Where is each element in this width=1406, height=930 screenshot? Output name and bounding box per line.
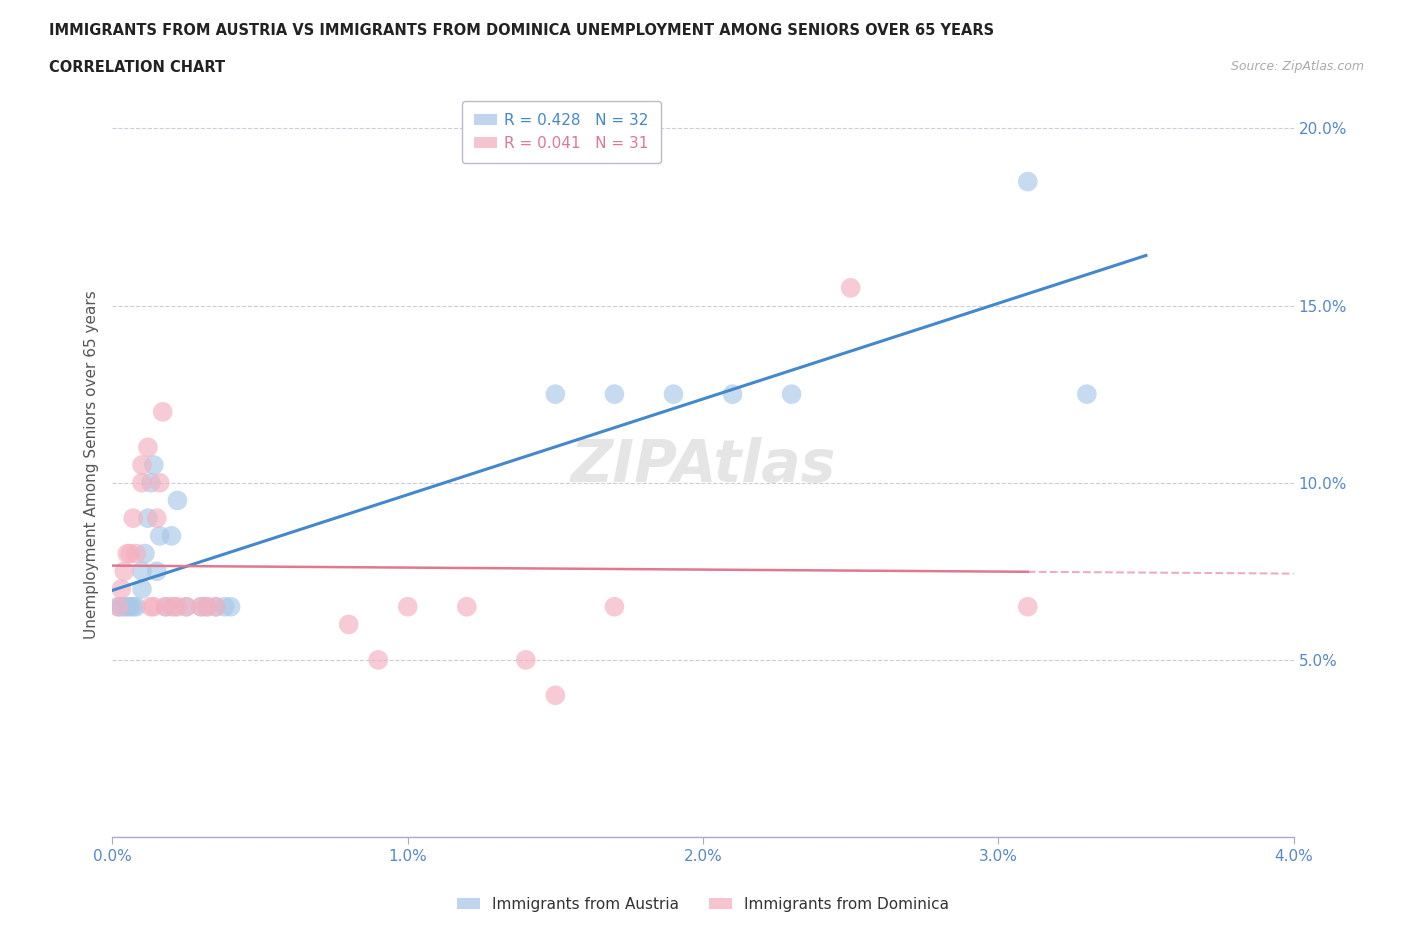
Point (125, 599, 148, 614)
Point (205, 599, 228, 614)
Point (174, 599, 197, 614)
Point (780, 387, 803, 402)
Point (155, 599, 177, 614)
Point (1017, 599, 1039, 614)
Text: ZIPAtlas: ZIPAtlas (571, 436, 835, 494)
Point (112, 564, 135, 578)
Point (839, 281, 862, 296)
Point (120, 599, 142, 614)
Point (131, 564, 153, 578)
Point (214, 599, 236, 614)
Point (142, 599, 165, 614)
Point (134, 546, 156, 561)
Point (142, 458, 165, 472)
Text: IMMIGRANTS FROM AUSTRIA VS IMMIGRANTS FROM DOMINICA UNEMPLOYMENT AMONG SENIORS O: IMMIGRANTS FROM AUSTRIA VS IMMIGRANTS FR… (49, 23, 994, 38)
Point (544, 387, 567, 402)
Point (1017, 174, 1039, 189)
Point (166, 599, 188, 614)
Point (367, 653, 389, 668)
Point (160, 599, 183, 614)
Point (456, 599, 478, 614)
Legend: R = 0.428   N = 32, R = 0.041   N = 31: R = 0.428 N = 32, R = 0.041 N = 31 (461, 100, 661, 163)
Text: Source: ZipAtlas.com: Source: ZipAtlas.com (1230, 60, 1364, 73)
Point (117, 599, 138, 614)
Point (131, 458, 153, 472)
Point (152, 405, 174, 419)
Point (136, 440, 159, 455)
Point (166, 493, 188, 508)
Point (603, 387, 626, 402)
Point (149, 475, 172, 490)
Point (1076, 387, 1098, 402)
Point (544, 688, 567, 703)
Point (107, 599, 129, 614)
Point (160, 528, 183, 543)
Point (131, 475, 153, 490)
Point (190, 599, 212, 614)
Y-axis label: Unemployment Among Seniors over 65 years: Unemployment Among Seniors over 65 years (83, 291, 98, 640)
Point (146, 511, 169, 525)
Point (195, 599, 218, 614)
Point (515, 653, 537, 668)
Point (155, 599, 177, 614)
Text: CORRELATION CHART: CORRELATION CHART (49, 60, 225, 75)
Point (107, 599, 129, 614)
Point (139, 599, 162, 614)
Point (117, 546, 138, 561)
Point (125, 546, 148, 561)
Legend: Immigrants from Austria, Immigrants from Dominica: Immigrants from Austria, Immigrants from… (450, 891, 956, 918)
Point (122, 511, 145, 525)
Point (721, 387, 744, 402)
Point (136, 511, 159, 525)
Point (146, 564, 169, 578)
Point (131, 581, 153, 596)
Point (174, 599, 197, 614)
Point (110, 599, 132, 614)
Point (195, 599, 218, 614)
Point (163, 599, 186, 614)
Point (205, 599, 228, 614)
Point (139, 475, 162, 490)
Point (149, 528, 172, 543)
Point (112, 599, 135, 614)
Point (120, 546, 142, 561)
Point (662, 387, 685, 402)
Point (396, 599, 419, 614)
Point (122, 599, 145, 614)
Point (603, 599, 626, 614)
Point (219, 599, 242, 614)
Point (337, 617, 360, 631)
Point (110, 581, 132, 596)
Point (190, 599, 212, 614)
